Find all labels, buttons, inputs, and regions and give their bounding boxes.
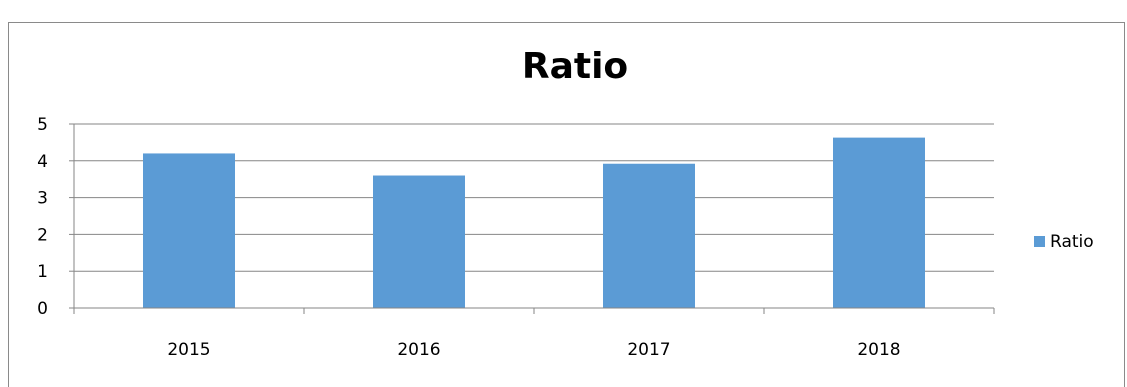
y-tick-label: 2 <box>37 225 48 245</box>
bars <box>143 138 925 308</box>
bar-2015 <box>143 153 235 308</box>
bar-2016 <box>373 176 465 308</box>
y-axis-tick-labels: 0 1 2 3 4 5 <box>37 115 48 319</box>
x-tick-label: 2016 <box>397 340 440 360</box>
legend-label-ratio: Ratio <box>1050 232 1094 252</box>
y-tick-label: 4 <box>37 152 48 172</box>
x-axis-tick-labels: 2015 2016 2017 2018 <box>167 340 900 360</box>
bar-2017 <box>603 164 695 308</box>
y-tick-label: 3 <box>37 189 48 209</box>
y-tick-label: 0 <box>37 299 48 319</box>
x-tick-label: 2017 <box>627 340 670 360</box>
y-tick-label: 5 <box>37 115 48 135</box>
bar-2018 <box>833 138 925 308</box>
y-tick-label: 1 <box>37 262 48 282</box>
legend: Ratio <box>1034 232 1094 252</box>
x-tick-label: 2018 <box>857 340 900 360</box>
chart-title: Ratio <box>522 46 628 87</box>
legend-swatch-ratio <box>1034 236 1045 247</box>
x-tick-label: 2015 <box>167 340 210 360</box>
